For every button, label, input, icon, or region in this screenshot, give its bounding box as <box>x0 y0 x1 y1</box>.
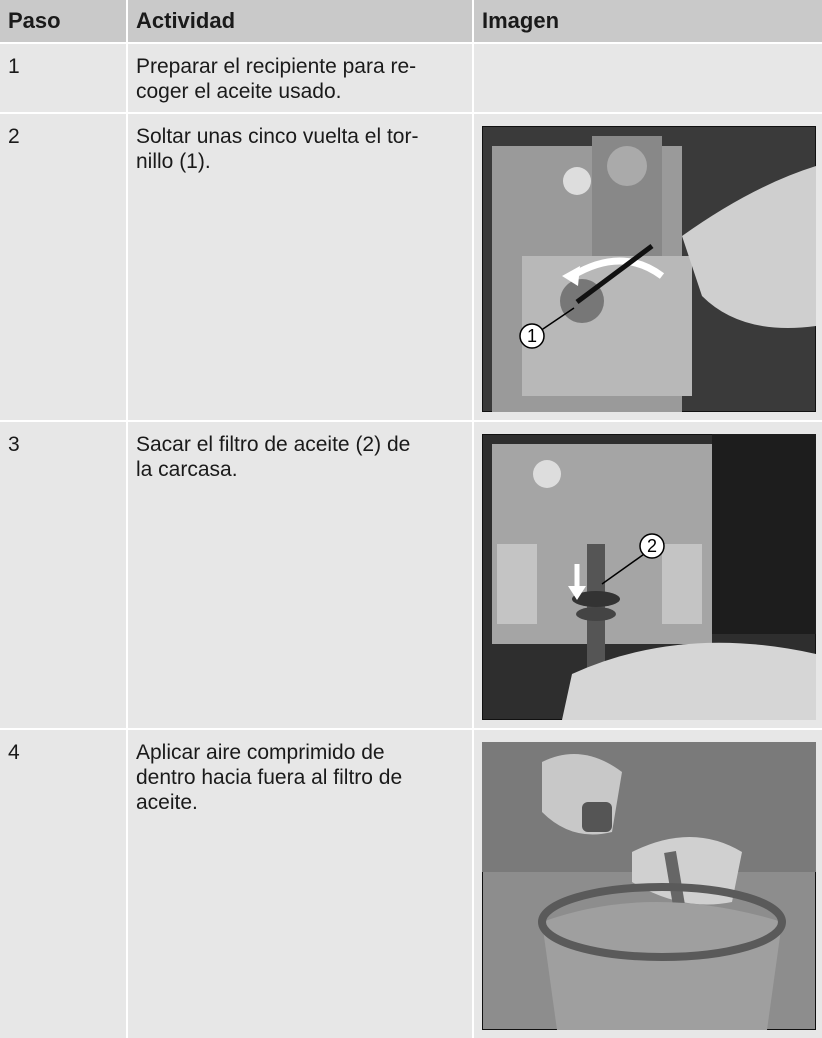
header-cell: Paso <box>0 0 126 42</box>
activity-cell: Preparar el recipiente para re- coger el… <box>128 44 472 112</box>
step-cell: 3 <box>0 422 126 728</box>
image-cell <box>474 44 822 112</box>
photo-compressed-air <box>482 742 816 1030</box>
callout: 1 <box>527 326 537 346</box>
step-cell: 4 <box>0 730 126 1038</box>
photo-remove-filter: 2 <box>482 434 816 720</box>
header-cell: Imagen <box>474 0 822 42</box>
activity-cell: Aplicar aire comprimido de dentro hacia … <box>128 730 472 1038</box>
activity-line: Aplicar aire comprimido de <box>136 741 385 764</box>
activity-line: coger el aceite usado. <box>136 80 342 103</box>
header-cell: Actividad <box>128 0 472 42</box>
activity-line: Sacar el filtro de aceite (2) de <box>136 433 411 456</box>
activity-line: la carcasa. <box>136 458 238 481</box>
activity-cell: Sacar el filtro de aceite (2) de la carc… <box>128 422 472 728</box>
step-cell: 2 <box>0 114 126 420</box>
activity-line: dentro hacia fuera al filtro de <box>136 766 403 789</box>
photo-loosen-screw: 1 <box>482 126 816 412</box>
activity-line: nillo (1). <box>136 150 211 173</box>
callout: 2 <box>647 536 657 556</box>
activity-cell: Soltar unas cinco vuelta el tor- nillo (… <box>128 114 472 420</box>
activity-line: Soltar unas cinco vuelta el tor- <box>136 125 419 148</box>
activity-line: aceite. <box>136 791 198 814</box>
activity-line: Preparar el recipiente para re- <box>136 55 417 78</box>
step-cell: 1 <box>0 44 126 112</box>
